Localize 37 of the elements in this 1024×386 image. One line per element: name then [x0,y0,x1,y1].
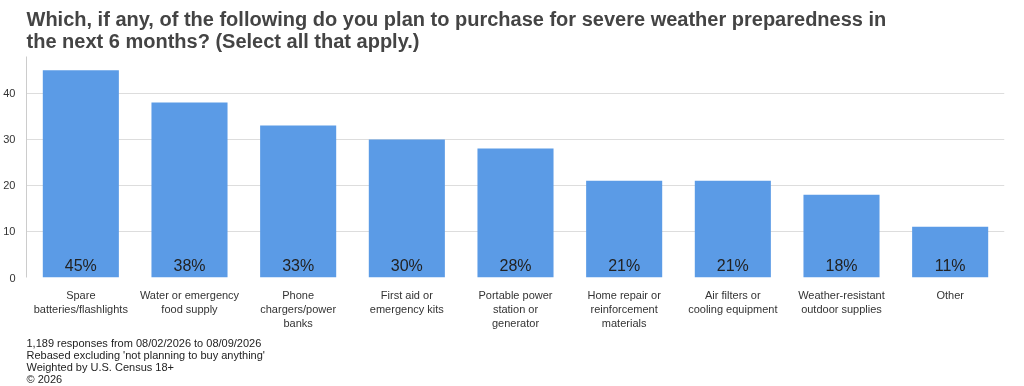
x-tick-label: Phone chargers/power banks [260,288,337,330]
x-tick-label: First aid or emergency kits [369,288,445,315]
data-label: 28% [499,256,532,274]
text: 1,189 responses from 08/02/2026 to 08/09/2026 [26,336,262,349]
text: © 2026 [26,372,63,385]
bar [260,125,337,278]
bar [42,70,119,278]
text: Rebased excluding 'not planning to buy anything' [26,348,265,361]
chart-title: Which, if any, of the following do you plan to purchase for severe weather preparedness in the next 6 months? (Select all that apply.) [26,7,887,52]
text: Weighted by U.S. Census 18+ [26,360,174,373]
y-tick-label: 30 [3,133,16,146]
x-tick-label: Other [936,288,965,301]
y-tick-label: 0 [9,271,16,284]
bar [368,139,445,278]
x-tick-label: Spare batteries/flashlights [33,288,129,315]
bar [586,180,663,278]
data-label: 11% [934,256,966,274]
bar [912,226,989,278]
y-tick-label: 10 [3,225,16,238]
data-label: 38% [173,256,206,274]
y-tick-label: 20 [3,179,16,192]
bar [694,180,771,278]
x-tick-label: Portable power station or generator [478,288,553,330]
x-tick-label: Home repair or reinforcement materials [587,288,662,330]
data-label: 21% [716,256,749,274]
bar [151,102,228,278]
data-label: 30% [390,256,423,274]
data-label: 33% [282,256,315,274]
data-label: 45% [64,256,97,274]
y-tick-label: 40 [3,87,16,100]
x-tick-label: Water or emergency food supply [139,288,240,315]
x-tick-label: Air filters or cooling equipment [688,288,778,315]
x-tick-label: Weather-resistant outdoor supplies [798,288,885,315]
bar [477,148,554,278]
bar [803,194,880,278]
data-label: 18% [825,256,858,274]
data-label: 21% [608,256,641,274]
